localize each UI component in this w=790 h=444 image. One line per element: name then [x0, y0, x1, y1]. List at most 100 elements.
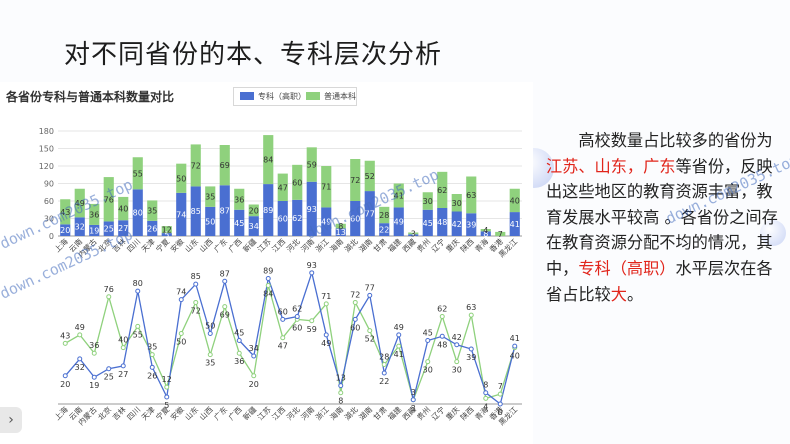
bar-s2[interactable]	[60, 199, 71, 225]
point-s2[interactable]	[178, 330, 184, 336]
bar-s2[interactable]	[466, 176, 477, 214]
bar-s1[interactable]	[480, 231, 491, 236]
bar-s1[interactable]	[205, 206, 216, 236]
point-s1[interactable]	[468, 346, 474, 352]
bar-s1[interactable]	[234, 209, 245, 236]
bar-s1[interactable]	[219, 185, 230, 236]
bar-s1[interactable]	[190, 186, 201, 236]
bar-s2[interactable]	[437, 171, 448, 208]
point-s1[interactable]	[236, 338, 242, 344]
point-s1[interactable]	[454, 342, 460, 348]
point-s2[interactable]	[381, 362, 387, 368]
bar-s1[interactable]	[263, 184, 274, 236]
bar-s2[interactable]	[393, 183, 404, 208]
bar-s1[interactable]	[248, 216, 259, 236]
bar-s2[interactable]	[234, 188, 245, 210]
point-s1[interactable]	[309, 270, 315, 276]
bar-s2[interactable]	[480, 229, 491, 232]
bar-s1[interactable]	[292, 199, 303, 236]
bar-s2[interactable]	[190, 144, 201, 187]
bar-s2[interactable]	[495, 231, 506, 236]
bar-s2[interactable]	[147, 200, 158, 221]
point-s1[interactable]	[77, 356, 83, 362]
bar-s1[interactable]	[509, 212, 520, 236]
point-s2[interactable]	[222, 304, 228, 310]
point-s1[interactable]	[439, 333, 445, 339]
point-s1[interactable]	[222, 278, 228, 284]
point-s2[interactable]	[439, 314, 445, 320]
point-s2[interactable]	[236, 350, 242, 356]
bar-s1[interactable]	[466, 213, 477, 236]
point-s2[interactable]	[120, 345, 126, 351]
bar-s2[interactable]	[364, 160, 375, 192]
bar-s1[interactable]	[118, 220, 129, 236]
point-s1[interactable]	[425, 338, 431, 344]
point-s1[interactable]	[396, 332, 402, 338]
point-s2[interactable]	[207, 352, 213, 358]
point-s2[interactable]	[149, 352, 155, 358]
point-s1[interactable]	[251, 353, 257, 359]
point-s1[interactable]	[280, 316, 286, 322]
point-s2[interactable]	[497, 391, 503, 397]
point-s2[interactable]	[106, 294, 112, 300]
bar-s2[interactable]	[74, 188, 85, 218]
point-s2[interactable]	[468, 312, 474, 318]
point-s1[interactable]	[512, 343, 518, 349]
bar-s2[interactable]	[263, 135, 274, 185]
point-s2[interactable]	[396, 343, 402, 349]
point-s1[interactable]	[193, 281, 199, 287]
point-s2[interactable]	[454, 359, 460, 365]
bar-s1[interactable]	[422, 209, 433, 236]
bar-s1[interactable]	[147, 220, 158, 236]
point-s2[interactable]	[265, 283, 271, 289]
point-s1[interactable]	[178, 297, 184, 303]
point-s1[interactable]	[352, 316, 358, 322]
bar-s2[interactable]	[176, 163, 187, 193]
point-s1[interactable]	[265, 275, 271, 281]
point-s2[interactable]	[483, 395, 489, 401]
bar-s2[interactable]	[306, 147, 317, 182]
bar-s2[interactable]	[422, 192, 433, 210]
bar-s2[interactable]	[248, 204, 259, 217]
point-s2[interactable]	[77, 332, 83, 338]
chart-legend[interactable]: 专科（高职） 普通本科	[233, 87, 357, 106]
point-s1[interactable]	[410, 397, 416, 403]
point-s2[interactable]	[164, 384, 170, 390]
bar-s1[interactable]	[321, 207, 332, 236]
point-s1[interactable]	[483, 390, 489, 396]
bar-s2[interactable]	[205, 186, 216, 207]
bar-s1[interactable]	[379, 223, 390, 236]
bar-s2[interactable]	[89, 203, 100, 225]
bar-s2[interactable]	[509, 188, 520, 213]
bar-s1[interactable]	[103, 221, 114, 236]
bar-s1[interactable]	[132, 189, 143, 236]
point-s2[interactable]	[91, 350, 97, 356]
bar-s1[interactable]	[60, 224, 71, 236]
bar-s1[interactable]	[89, 224, 100, 236]
bar-s1[interactable]	[408, 234, 419, 236]
bar-s2[interactable]	[350, 159, 361, 201]
point-s2[interactable]	[135, 323, 141, 329]
bar-s2[interactable]	[118, 196, 129, 221]
point-s1[interactable]	[207, 330, 213, 336]
bar-s2[interactable]	[132, 157, 143, 190]
bar-s2[interactable]	[451, 194, 462, 212]
point-s1[interactable]	[164, 394, 170, 400]
bar-s2[interactable]	[219, 145, 230, 186]
point-s1[interactable]	[381, 370, 387, 376]
bar-s1[interactable]	[161, 233, 172, 236]
point-s2[interactable]	[338, 390, 344, 396]
bar-s2[interactable]	[103, 177, 114, 222]
bar-s1[interactable]	[451, 211, 462, 237]
point-s2[interactable]	[352, 299, 358, 305]
point-s2[interactable]	[62, 340, 68, 346]
point-s1[interactable]	[135, 288, 141, 294]
point-s1[interactable]	[294, 314, 300, 320]
point-s2[interactable]	[193, 299, 199, 305]
point-s1[interactable]	[62, 373, 68, 379]
point-s2[interactable]	[309, 318, 315, 324]
bar-s1[interactable]	[437, 208, 448, 236]
bar-s1[interactable]	[277, 201, 288, 236]
bar-s2[interactable]	[161, 226, 172, 234]
point-s1[interactable]	[91, 374, 97, 380]
